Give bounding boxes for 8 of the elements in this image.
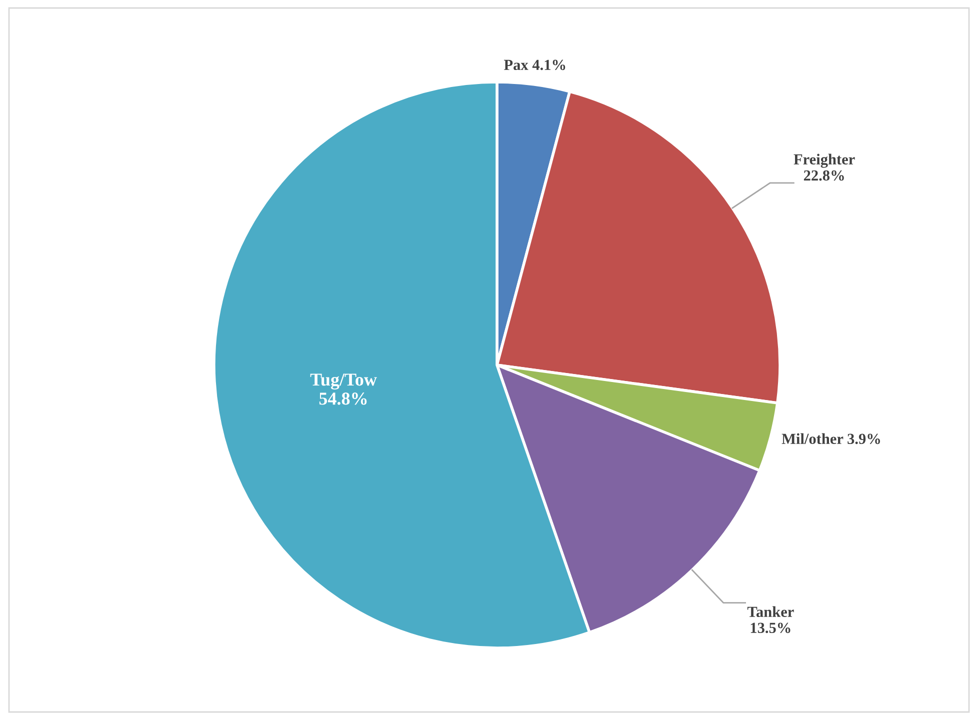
data-label: 13.5% [750, 622, 790, 634]
data-label: 22.8% [804, 170, 844, 181]
slice-label: Freighter [794, 154, 855, 168]
slice-label: Tug/Tow [310, 374, 377, 390]
data-label: 54.8% [319, 392, 367, 405]
slice-label: Tanker [747, 606, 794, 618]
slice-label: Mil/other 3.9% [782, 433, 880, 444]
slice-label: Pax 4.1% [504, 60, 566, 70]
